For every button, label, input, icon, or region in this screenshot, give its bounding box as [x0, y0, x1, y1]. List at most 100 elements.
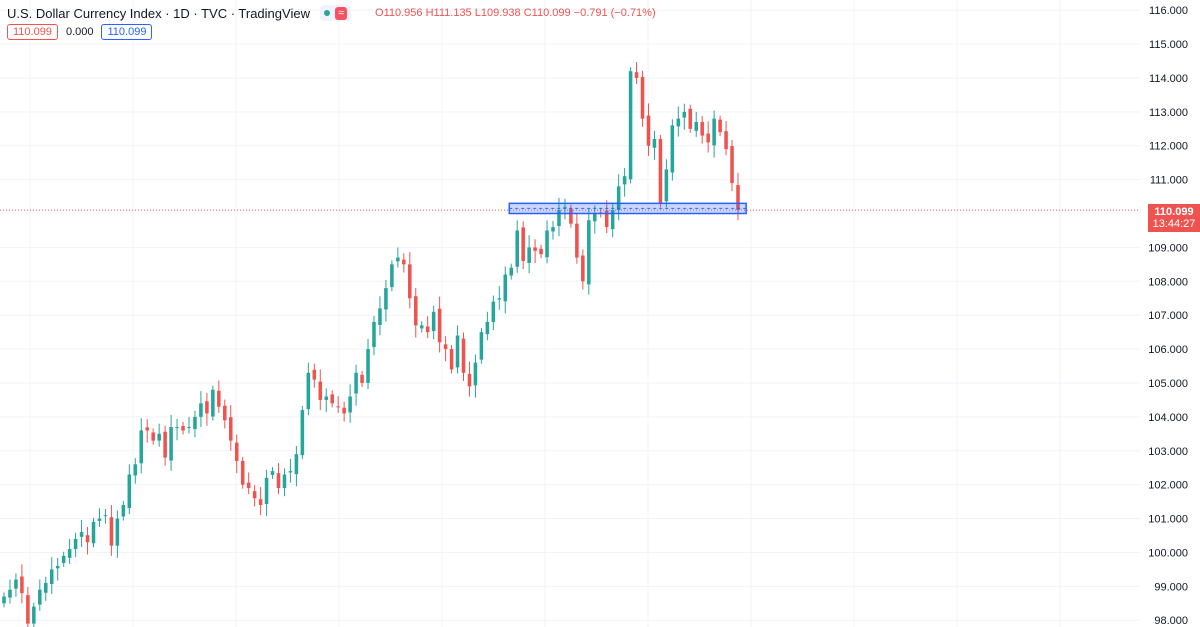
candle: [694, 111, 699, 137]
chart-grid: [0, 0, 1140, 627]
candle: [282, 468, 287, 497]
price-tick-label: 108.000: [1148, 276, 1188, 288]
indicator-zero: 0.000: [65, 26, 94, 38]
bar-countdown: 13:44:27: [1152, 218, 1196, 231]
candle: [634, 62, 639, 85]
price-tick-label: 112.000: [1149, 141, 1188, 153]
candle: [38, 579, 42, 611]
candle: [354, 364, 358, 406]
close-label: C: [523, 7, 532, 19]
price-tick-label: 113.000: [1149, 107, 1188, 119]
candle: [736, 172, 740, 221]
high-value: 111.135: [433, 7, 472, 19]
candle: [193, 410, 197, 438]
open-label: O: [375, 7, 384, 19]
candle: [306, 362, 311, 416]
candle: [85, 527, 90, 555]
candle: [628, 67, 633, 184]
candle: [658, 134, 663, 208]
market-status[interactable]: ≈: [319, 5, 352, 21]
price-tick-label: 105.000: [1148, 378, 1188, 390]
candle: [497, 286, 502, 310]
candle: [515, 220, 519, 273]
candle: [360, 370, 364, 388]
candle: [712, 110, 716, 158]
candle: [270, 467, 275, 479]
symbol-title[interactable]: U.S. Dollar Currency Index · 1D · TVC · …: [7, 5, 310, 21]
indicator-value-left[interactable]: 110.099: [7, 24, 58, 40]
candle: [318, 369, 323, 411]
support-zone-box[interactable]: [508, 202, 747, 215]
candle: [443, 336, 448, 362]
candle: [503, 266, 508, 314]
candle: [408, 252, 412, 309]
candle: [413, 288, 418, 338]
candle: [163, 425, 167, 466]
candle: [67, 538, 72, 564]
candle: [49, 557, 54, 595]
candle: [97, 508, 102, 528]
candle: [91, 517, 96, 548]
candle: [32, 602, 36, 627]
candle: [652, 130, 657, 160]
symbol-header: U.S. Dollar Currency Index · 1D · TVC · …: [7, 5, 656, 21]
price-tick-label: 114.000: [1149, 73, 1188, 85]
price-tick-label: 106.000: [1148, 344, 1188, 356]
candle: [616, 174, 621, 221]
candle: [26, 587, 30, 627]
candle: [622, 168, 627, 197]
close-value: 110.099: [531, 7, 571, 19]
candle: [294, 446, 299, 487]
candle: [509, 263, 514, 280]
candle: [384, 279, 388, 322]
indicator-value-right[interactable]: 110.099: [101, 24, 153, 40]
low-value: 109.938: [480, 7, 521, 19]
candle: [485, 311, 490, 341]
candle: [187, 416, 191, 434]
candle: [61, 551, 66, 568]
candle: [300, 406, 305, 460]
candle: [223, 399, 227, 429]
candle: [396, 247, 400, 268]
price-axis[interactable]: 116.000 115.000 114.000 113.000 112.000 111.0…: [1148, 5, 1188, 627]
low-label: L: [474, 7, 481, 19]
candle: [181, 421, 185, 435]
candle: [79, 519, 84, 548]
indicator-row: 110.099 0.000 110.099: [7, 24, 153, 40]
candle: [425, 316, 430, 339]
candle: [312, 363, 317, 388]
price-tick-label: 103.000: [1148, 446, 1188, 458]
price-tick-label: 115.000: [1149, 39, 1188, 51]
candle: [533, 239, 537, 264]
candle: [390, 260, 394, 292]
candle: [43, 576, 48, 601]
candle: [205, 393, 209, 426]
change-value: −0.791 (−0.71%): [573, 7, 656, 19]
candle: [593, 205, 597, 234]
candle: [211, 385, 215, 421]
ohlc-values: O110.956 H111.135 L109.938 C110.099 −0.7…: [375, 7, 656, 19]
candle: [228, 405, 233, 451]
candle: [455, 325, 460, 374]
candle: [217, 380, 221, 413]
candle: [8, 579, 12, 604]
candle: [402, 253, 406, 273]
candle: [330, 390, 334, 408]
candle: [139, 418, 144, 474]
candles: [2, 62, 740, 627]
candle: [151, 428, 155, 445]
candle: [372, 315, 376, 356]
candle: [157, 423, 161, 447]
candle: [246, 472, 251, 495]
candle: [437, 296, 442, 353]
candle: [73, 532, 78, 558]
price-tick-label: 99.000: [1154, 581, 1188, 593]
candle: [491, 295, 496, 331]
candle: [449, 345, 454, 374]
candle: [604, 200, 609, 234]
candle: [581, 249, 585, 290]
candle: [539, 244, 543, 259]
candle: [145, 419, 149, 443]
candle: [175, 418, 179, 441]
